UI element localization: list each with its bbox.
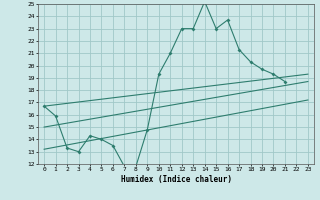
X-axis label: Humidex (Indice chaleur): Humidex (Indice chaleur) (121, 175, 231, 184)
